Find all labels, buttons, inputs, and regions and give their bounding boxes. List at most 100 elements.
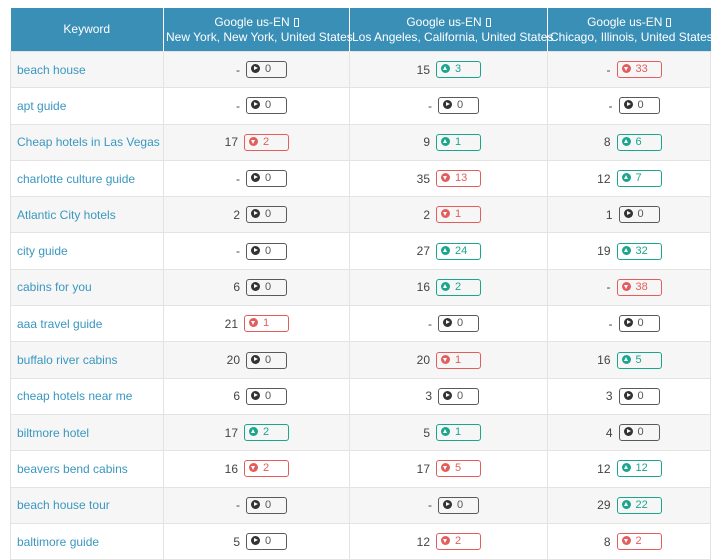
table-row: beach house -0 15 3-33 bbox=[10, 50, 711, 89]
rank-value: 5 bbox=[233, 534, 240, 549]
rank-change-badge: 33 bbox=[616, 61, 662, 79]
rank-change-value: 0 bbox=[265, 63, 272, 76]
rank-change-value: 0 bbox=[457, 317, 464, 330]
keyword-link[interactable]: beach house bbox=[10, 50, 164, 89]
keyword-link[interactable]: buffalo river cabins bbox=[10, 341, 164, 379]
rank-cell: 17 2 bbox=[163, 123, 350, 161]
arrow-right-icon bbox=[623, 427, 633, 437]
rank-value: 2 bbox=[423, 207, 430, 222]
mobile-device-icon bbox=[293, 17, 299, 27]
rank-value: 3 bbox=[425, 389, 432, 404]
rank-change-value: 0 bbox=[457, 389, 464, 402]
rank-cell: -0 bbox=[163, 232, 350, 270]
rank-cell: 16 2 bbox=[349, 268, 548, 307]
keyword-column-header[interactable]: Keyword bbox=[10, 8, 164, 52]
rank-change-badge: 0 bbox=[618, 424, 660, 442]
rank-value: 1 bbox=[605, 207, 613, 222]
arrow-down-icon bbox=[621, 536, 631, 545]
rank-change-value: 5 bbox=[455, 462, 462, 475]
rank-change-badge: 0 bbox=[618, 97, 660, 115]
rank-change-value: 32 bbox=[635, 244, 648, 257]
rank-value: 12 bbox=[416, 534, 430, 549]
rank-cell: -0 bbox=[163, 87, 350, 125]
rank-change-value: 1 bbox=[455, 426, 462, 439]
rank-change-badge: 2 bbox=[244, 424, 289, 442]
rank-change-badge: 1 bbox=[436, 351, 481, 369]
rank-value: 19 bbox=[597, 244, 611, 259]
rank-change-value: 2 bbox=[263, 135, 270, 148]
rank-change-value: 3 bbox=[455, 63, 462, 76]
rank-value: 3 bbox=[605, 389, 613, 404]
arrow-down-icon bbox=[441, 173, 450, 183]
rank-value: - bbox=[236, 244, 240, 259]
rank-change-badge: 7 bbox=[616, 170, 662, 188]
keyword-link[interactable]: Cheap hotels in Las Vegas bbox=[10, 123, 164, 161]
rank-value: - bbox=[606, 280, 611, 295]
rank-value: - bbox=[608, 98, 613, 113]
keyword-link[interactable]: beach house tour bbox=[10, 486, 164, 524]
rank-change-value: 0 bbox=[265, 353, 272, 366]
rank-change-badge: 0 bbox=[246, 170, 287, 188]
rank-change-value: 0 bbox=[637, 208, 644, 221]
arrow-right-icon bbox=[251, 245, 260, 255]
rank-change-value: 22 bbox=[635, 498, 648, 511]
keyword-link[interactable]: Atlantic City hotels bbox=[10, 196, 164, 234]
arrow-up-icon bbox=[441, 281, 450, 291]
arrow-right-icon bbox=[623, 209, 633, 219]
rank-change-badge: 1 bbox=[244, 315, 289, 333]
rank-cell: 19 32 bbox=[547, 232, 711, 270]
table-row: buffalo river cabins 20 0 20 1 16 5 bbox=[10, 341, 711, 379]
rank-change-value: 2 bbox=[455, 535, 462, 547]
rank-change-value: 2 bbox=[455, 280, 462, 293]
rank-change-value: 6 bbox=[635, 135, 642, 148]
rank-value: - bbox=[428, 98, 432, 113]
rank-cell: - 33 bbox=[547, 50, 711, 89]
keyword-link[interactable]: baltimore guide bbox=[10, 522, 164, 560]
rank-change-badge: 1 bbox=[436, 424, 481, 442]
rank-change-badge: 2 bbox=[436, 278, 481, 296]
location-column-header-new-york[interactable]: Google us-EN New York, New York, United … bbox=[163, 8, 353, 52]
location-column-header-chicago[interactable]: Google us-EN Chicago, Illinois, United S… bbox=[547, 8, 713, 52]
rank-change-badge: 0 bbox=[246, 61, 287, 79]
keyword-link[interactable]: apt guide bbox=[10, 87, 164, 125]
rank-value: 21 bbox=[224, 316, 238, 331]
rank-change-badge: 1 bbox=[436, 133, 481, 151]
arrow-up-icon bbox=[441, 427, 450, 437]
keyword-link[interactable]: aaa travel guide bbox=[10, 305, 164, 343]
arrow-right-icon bbox=[443, 390, 452, 400]
table-row: cabins for you 6 0 16 2-38 bbox=[10, 268, 711, 307]
location-label: Los Angeles, California, United States bbox=[352, 29, 554, 44]
rank-change-value: 0 bbox=[265, 99, 272, 112]
rank-cell: 12 2 bbox=[349, 522, 548, 560]
location-column-header-los-angeles[interactable]: Google us-EN Los Angeles, California, Un… bbox=[349, 8, 554, 52]
rank-value: 27 bbox=[416, 244, 430, 259]
arrow-right-icon bbox=[251, 209, 260, 219]
rank-cell: 20 0 bbox=[163, 341, 350, 379]
arrow-up-icon bbox=[621, 245, 631, 255]
table-row: city guide -0 27 24 19 32 bbox=[10, 232, 711, 270]
rank-value: 17 bbox=[416, 461, 430, 476]
keyword-link[interactable]: beavers bend cabins bbox=[10, 450, 164, 488]
arrow-right-icon bbox=[443, 318, 452, 328]
rank-cell: 15 3 bbox=[349, 50, 548, 89]
keyword-link[interactable]: city guide bbox=[10, 232, 164, 270]
rank-change-badge: 38 bbox=[616, 278, 662, 296]
arrow-up-icon bbox=[621, 354, 631, 364]
arrow-right-icon bbox=[251, 100, 260, 110]
table-row: beavers bend cabins 16 2 17 5 12 12 bbox=[10, 450, 711, 488]
location-label: Chicago, Illinois, United States bbox=[550, 29, 713, 44]
keyword-link[interactable]: cabins for you bbox=[10, 268, 164, 307]
arrow-right-icon bbox=[251, 354, 260, 364]
keyword-link[interactable]: cheap hotels near me bbox=[10, 377, 164, 415]
arrow-down-icon bbox=[249, 136, 258, 146]
rank-change-badge: 5 bbox=[436, 460, 481, 478]
rank-change-badge: 0 bbox=[438, 315, 479, 333]
keyword-link[interactable]: charlotte culture guide bbox=[10, 159, 164, 198]
rank-change-value: 1 bbox=[455, 208, 462, 221]
rank-change-value: 0 bbox=[265, 389, 272, 402]
keyword-link[interactable]: biltmore hotel bbox=[10, 413, 164, 452]
